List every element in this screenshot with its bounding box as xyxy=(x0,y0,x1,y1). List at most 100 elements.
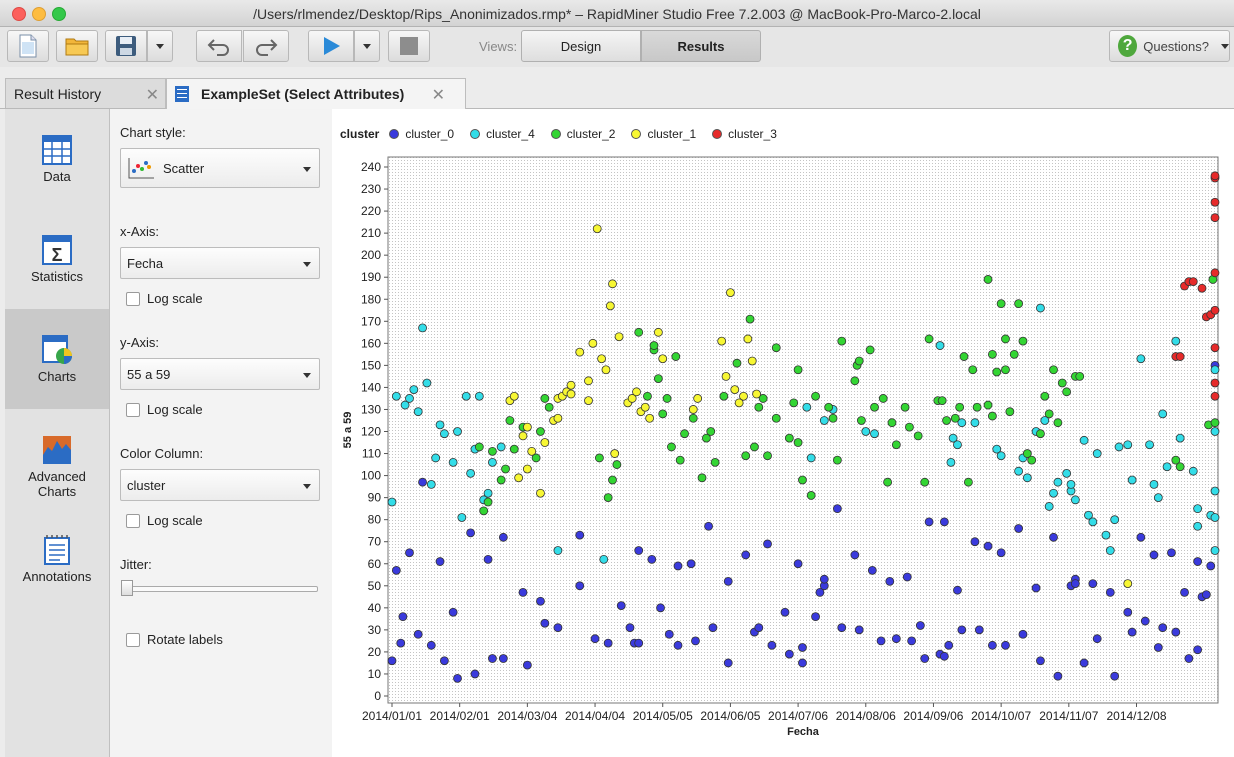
data-point-cluster-2[interactable] xyxy=(771,343,781,353)
save-dropdown-button[interactable] xyxy=(147,30,173,62)
window-minimize-button[interactable] xyxy=(32,7,46,21)
data-point-cluster-2[interactable] xyxy=(608,475,617,485)
data-point-cluster-3[interactable] xyxy=(1210,378,1220,388)
checkbox-box[interactable] xyxy=(126,402,140,417)
data-point-cluster-2[interactable] xyxy=(865,345,875,355)
data-point-cluster-4[interactable] xyxy=(553,546,563,555)
data-point-cluster-2[interactable] xyxy=(544,402,554,412)
data-point-cluster-0[interactable] xyxy=(798,643,807,652)
data-point-cluster-0[interactable] xyxy=(1201,590,1211,600)
data-point-cluster-4[interactable] xyxy=(400,400,410,410)
data-point-cluster-0[interactable] xyxy=(536,596,545,606)
data-point-cluster-0[interactable] xyxy=(1127,627,1137,637)
tab-result-history[interactable]: Result History ✕ xyxy=(5,78,166,108)
data-point-cluster-4[interactable] xyxy=(1171,336,1181,346)
data-point-cluster-0[interactable] xyxy=(540,618,550,628)
data-point-cluster-0[interactable] xyxy=(704,521,713,531)
data-point-cluster-2[interactable] xyxy=(1044,409,1054,419)
data-point-cluster-0[interactable] xyxy=(625,623,635,633)
checkbox-box[interactable] xyxy=(126,513,140,528)
data-point-cluster-1[interactable] xyxy=(734,398,744,408)
data-point-cluster-4[interactable] xyxy=(802,402,812,412)
data-point-cluster-0[interactable] xyxy=(1031,583,1041,593)
data-point-cluster-4[interactable] xyxy=(1136,354,1146,364)
data-point-cluster-2[interactable] xyxy=(837,336,847,346)
data-point-cluster-4[interactable] xyxy=(457,513,467,522)
data-point-cluster-2[interactable] xyxy=(671,352,681,361)
data-point-cluster-4[interactable] xyxy=(1210,427,1220,436)
data-point-cluster-4[interactable] xyxy=(439,429,449,439)
data-point-cluster-0[interactable] xyxy=(453,673,462,683)
data-point-cluster-1[interactable] xyxy=(575,347,585,357)
data-point-cluster-3[interactable] xyxy=(1175,352,1185,361)
data-point-cluster-1[interactable] xyxy=(726,288,735,298)
data-point-cluster-3[interactable] xyxy=(1210,268,1220,278)
data-point-cluster-0[interactable] xyxy=(754,623,764,633)
data-point-cluster-1[interactable] xyxy=(640,402,650,412)
data-point-cluster-2[interactable] xyxy=(540,394,550,403)
data-point-cluster-3[interactable] xyxy=(1210,305,1220,315)
data-point-cluster-0[interactable] xyxy=(867,565,877,575)
data-point-cluster-4[interactable] xyxy=(1188,466,1198,476)
data-point-cluster-0[interactable] xyxy=(988,640,997,650)
data-point-cluster-0[interactable] xyxy=(575,581,585,591)
data-point-cluster-4[interactable] xyxy=(431,453,441,463)
data-point-cluster-1[interactable] xyxy=(739,391,748,401)
data-point-cluster-4[interactable] xyxy=(1110,515,1120,525)
data-point-cluster-0[interactable] xyxy=(413,629,423,639)
data-point-cluster-4[interactable] xyxy=(1053,477,1063,487)
data-point-cluster-1[interactable] xyxy=(632,387,641,397)
data-point-cluster-4[interactable] xyxy=(1066,479,1076,489)
sidebar-item-annotations[interactable]: Annotations xyxy=(5,509,109,609)
data-point-cluster-2[interactable] xyxy=(1005,407,1015,417)
jitter-slider-track[interactable] xyxy=(122,586,318,592)
data-point-cluster-2[interactable] xyxy=(479,506,489,516)
data-point-cluster-4[interactable] xyxy=(418,323,427,333)
data-point-cluster-2[interactable] xyxy=(857,416,866,425)
data-point-cluster-2[interactable] xyxy=(850,376,860,386)
data-point-cluster-2[interactable] xyxy=(793,365,803,375)
data-point-cluster-2[interactable] xyxy=(745,314,755,324)
data-point-cluster-4[interactable] xyxy=(1092,449,1102,458)
design-view-button[interactable]: Design xyxy=(521,30,641,62)
data-point-cluster-0[interactable] xyxy=(1053,671,1063,681)
data-point-cluster-0[interactable] xyxy=(1079,658,1089,668)
data-point-cluster-4[interactable] xyxy=(1022,473,1032,483)
data-point-cluster-0[interactable] xyxy=(483,554,493,564)
data-point-cluster-2[interactable] xyxy=(883,477,893,487)
data-point-cluster-2[interactable] xyxy=(531,453,541,463)
data-point-cluster-0[interactable] xyxy=(832,504,842,514)
data-point-cluster-2[interactable] xyxy=(496,475,506,485)
data-point-cluster-3[interactable] xyxy=(1210,343,1220,353)
data-point-cluster-0[interactable] xyxy=(850,550,860,560)
data-point-cluster-2[interactable] xyxy=(870,402,879,412)
data-point-cluster-0[interactable] xyxy=(466,528,475,538)
data-point-cluster-0[interactable] xyxy=(1018,629,1028,639)
data-point-cluster-2[interactable] xyxy=(992,367,1002,377)
data-point-cluster-4[interactable] xyxy=(1014,466,1024,476)
data-point-cluster-0[interactable] xyxy=(398,612,408,622)
data-point-cluster-0[interactable] xyxy=(448,607,458,617)
data-point-cluster-0[interactable] xyxy=(723,658,733,668)
data-point-cluster-0[interactable] xyxy=(1088,579,1098,588)
chart-style-select[interactable]: Scatter xyxy=(120,148,320,188)
data-point-cluster-4[interactable] xyxy=(1049,488,1058,498)
data-point-cluster-2[interactable] xyxy=(983,275,993,284)
data-point-cluster-0[interactable] xyxy=(405,548,414,558)
data-point-cluster-1[interactable] xyxy=(509,391,519,401)
data-point-cluster-3[interactable] xyxy=(1210,391,1220,401)
data-point-cluster-4[interactable] xyxy=(996,451,1006,461)
data-point-cluster-2[interactable] xyxy=(789,398,799,408)
data-point-cluster-0[interactable] xyxy=(518,588,528,597)
data-point-cluster-0[interactable] xyxy=(1180,588,1189,597)
data-point-cluster-0[interactable] xyxy=(498,532,508,542)
close-icon[interactable]: ✕ xyxy=(145,87,159,104)
checkbox-box[interactable] xyxy=(126,291,140,306)
data-point-cluster-2[interactable] xyxy=(988,411,997,421)
data-point-cluster-2[interactable] xyxy=(501,464,510,474)
data-point-cluster-4[interactable] xyxy=(435,420,445,430)
data-point-cluster-4[interactable] xyxy=(1070,495,1080,505)
data-point-cluster-2[interactable] xyxy=(996,299,1006,309)
data-point-cluster-0[interactable] xyxy=(780,607,790,617)
data-point-cluster-0[interactable] xyxy=(876,636,886,646)
